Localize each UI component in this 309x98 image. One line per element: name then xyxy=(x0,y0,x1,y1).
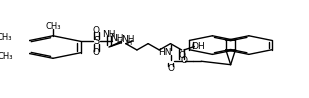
Text: O: O xyxy=(167,64,174,73)
Text: CH₃: CH₃ xyxy=(45,22,61,31)
Text: H: H xyxy=(127,40,132,46)
Text: H: H xyxy=(116,39,122,45)
Text: NH: NH xyxy=(111,34,124,43)
Text: O: O xyxy=(93,26,100,35)
Text: O: O xyxy=(178,51,185,60)
Text: CH₃: CH₃ xyxy=(0,52,13,61)
Text: O: O xyxy=(180,56,188,65)
Text: O: O xyxy=(93,48,100,57)
Text: NH: NH xyxy=(102,30,116,39)
Text: S: S xyxy=(93,36,99,46)
Text: HN: HN xyxy=(158,48,172,57)
Text: OH: OH xyxy=(191,42,205,51)
Text: NH: NH xyxy=(121,35,134,44)
Text: CH₃: CH₃ xyxy=(0,33,12,42)
